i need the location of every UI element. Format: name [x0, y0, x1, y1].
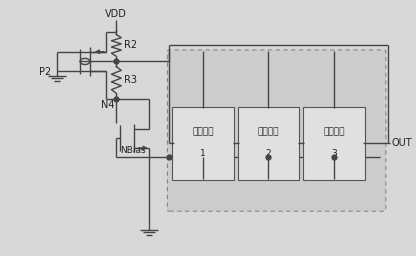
FancyBboxPatch shape	[238, 107, 299, 180]
Text: 延迟单元: 延迟单元	[258, 127, 279, 136]
Text: 延迟单元: 延迟单元	[192, 127, 214, 136]
Text: 1: 1	[200, 149, 206, 158]
Text: R3: R3	[124, 75, 137, 85]
Text: NBias: NBias	[121, 146, 146, 155]
Text: OUT: OUT	[392, 138, 413, 148]
Text: N4: N4	[101, 100, 114, 110]
Text: VDD: VDD	[105, 9, 127, 19]
Text: 2: 2	[266, 149, 271, 158]
FancyBboxPatch shape	[167, 50, 386, 211]
FancyBboxPatch shape	[172, 107, 234, 180]
Text: 3: 3	[331, 149, 337, 158]
FancyBboxPatch shape	[303, 107, 364, 180]
Text: R2: R2	[124, 40, 137, 50]
Text: 延迟单元: 延迟单元	[323, 127, 344, 136]
Text: P2: P2	[39, 67, 51, 77]
